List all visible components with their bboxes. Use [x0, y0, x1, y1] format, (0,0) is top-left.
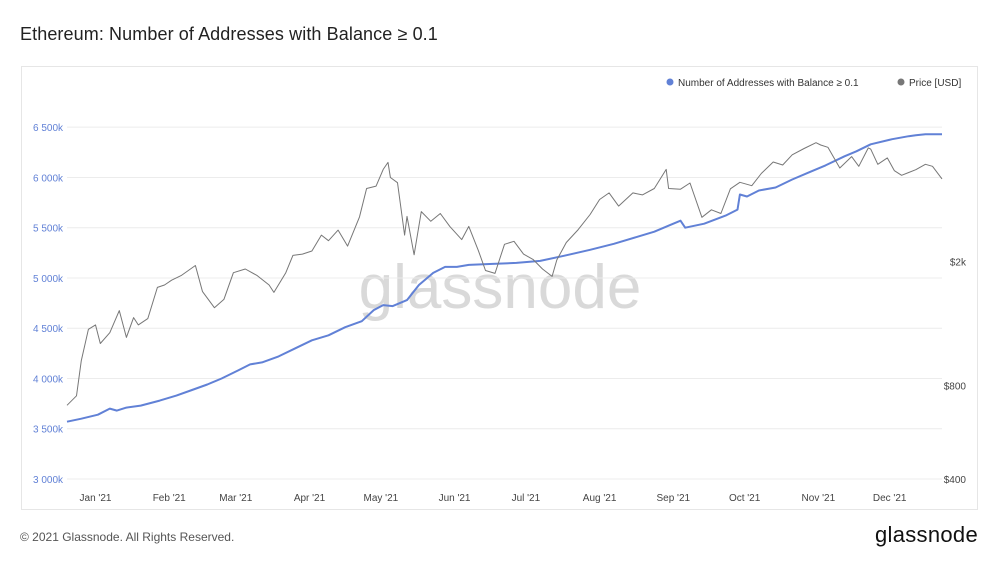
y-left-tick-label: 6 000k [33, 173, 64, 184]
x-tick-label: Nov '21 [802, 493, 836, 504]
y-left-tick-label: 3 500k [33, 425, 64, 436]
y-left-tick-label: 6 500k [33, 123, 64, 134]
x-tick-label: Aug '21 [583, 493, 617, 504]
chart-panel [21, 66, 978, 510]
legend-dot-price [897, 78, 905, 86]
grid-lines [67, 126, 942, 480]
x-tick-label: Feb '21 [153, 493, 186, 504]
glassnode-logo[interactable]: glassnode [875, 522, 978, 547]
y-left-tick-label: 5 500k [33, 224, 64, 235]
legend-label-addresses: Number of Addresses with Balance ≥ 0.1 [678, 78, 859, 89]
x-tick-label: Dec '21 [873, 493, 907, 504]
x-tick-label: Mar '21 [219, 493, 252, 504]
y-axis-right: $400 $800 $2k [944, 257, 967, 486]
y-left-tick-label: 3 000k [33, 475, 64, 486]
price-series-line [66, 142, 943, 406]
x-tick-label: Sep '21 [656, 493, 690, 504]
chart-title: Ethereum: Number of Addresses with Balan… [20, 24, 438, 44]
legend-dot-addresses [666, 78, 674, 86]
legend[interactable]: Number of Addresses with Balance ≥ 0.1 Pr… [666, 78, 962, 89]
x-tick-label: Jan '21 [80, 493, 112, 504]
y-right-tick-label: $800 [944, 381, 967, 392]
x-tick-label: Oct '21 [729, 493, 761, 504]
y-left-tick-label: 4 500k [33, 324, 64, 335]
y-right-tick-label: $2k [950, 257, 967, 268]
x-axis: Jan '21 Feb '21 Mar '21 Apr '21 May '21 Jun '… [80, 493, 907, 504]
y-axis-left: 3 000k 3 500k 4 000k 4 500k 5 000k 5 500k 6 00… [33, 123, 64, 486]
y-right-tick-label: $400 [944, 475, 967, 486]
x-tick-label: May '21 [363, 493, 398, 504]
x-tick-label: Jun '21 [439, 493, 471, 504]
addresses-series-line [66, 133, 942, 423]
x-tick-label: Apr '21 [294, 493, 326, 504]
copyright-text: © 2021 Glassnode. All Rights Reserved. [20, 530, 235, 544]
y-left-tick-label: 4 000k [33, 374, 64, 385]
series-lines [66, 133, 943, 423]
legend-label-price: Price [USD] [909, 78, 961, 89]
y-left-tick-label: 5 000k [33, 274, 64, 285]
x-tick-label: Jul '21 [512, 493, 541, 504]
